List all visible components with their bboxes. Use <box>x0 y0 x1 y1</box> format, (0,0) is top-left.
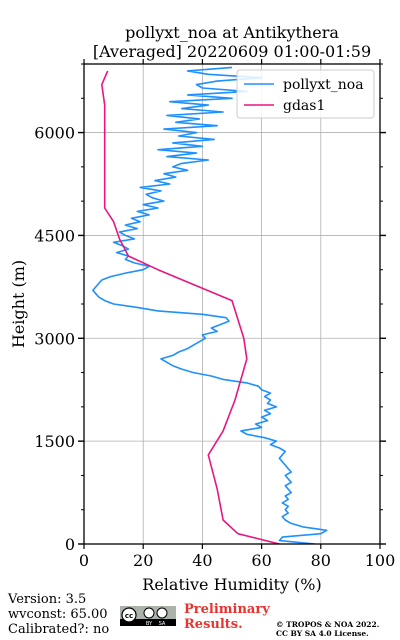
legend-label-gdas1: gdas1 <box>283 98 325 114</box>
x-tick-label: 60 <box>251 551 271 570</box>
version-text: Version: 3.5 <box>8 592 87 607</box>
x-tick-label: 40 <box>192 551 212 570</box>
y-axis-label: Height (m) <box>9 260 28 348</box>
grid-lines <box>83 64 381 545</box>
y-tick-label: 1500 <box>34 432 75 451</box>
x-tick-label: 20 <box>133 551 153 570</box>
rh-profile-chart: pollyxt_noa at Antikythera [Averaged] 20… <box>9 23 395 594</box>
series-line-gdas1 <box>101 70 280 544</box>
preliminary-line-2: Results. <box>184 617 243 632</box>
svg-text:SA: SA <box>159 621 166 626</box>
plot-frame <box>83 63 381 545</box>
x-tick-label: 100 <box>365 551 396 570</box>
chart-title-line1: pollyxt_noa at Antikythera <box>125 23 339 42</box>
y-tick-label: 3000 <box>34 329 75 348</box>
preliminary-line-1: Preliminary <box>184 602 270 617</box>
x-tick-label: 80 <box>311 551 331 570</box>
calibrated-text: Calibrated?: no <box>8 622 110 637</box>
legend: pollyxt_noa gdas1 <box>236 69 375 119</box>
y-tick-label: 4500 <box>34 226 75 245</box>
preliminary-results-note: Preliminary Results. <box>184 602 270 632</box>
chart-title-line2: [Averaged] 20220609 01:00-01:59 <box>93 42 371 61</box>
axis-ticks: 0 20 40 60 80 100 0 1500 3000 4500 6000 <box>34 59 395 570</box>
legend-box <box>236 69 375 119</box>
cc-by-sa-icon: cc BY SA <box>120 606 176 626</box>
x-axis-label: Relative Humidity (%) <box>142 575 321 594</box>
svg-text:BY: BY <box>146 621 153 626</box>
wvconst-text: wvconst: 65.00 <box>8 607 108 622</box>
copyright-line-2: CC BY SA 4.0 License. <box>276 629 369 638</box>
x-tick-label: 0 <box>79 551 89 570</box>
y-tick-label: 6000 <box>34 124 75 143</box>
svg-text:cc: cc <box>125 612 133 620</box>
legend-label-pollyxt: pollyxt_noa <box>283 77 364 93</box>
copyright-line-1: © TROPOS & NOA 2022. <box>276 620 380 629</box>
copyright-note: © TROPOS & NOA 2022. CC BY SA 4.0 Licens… <box>276 620 379 638</box>
series-layer <box>92 66 328 544</box>
y-tick-label: 0 <box>65 535 75 554</box>
series-line-pollyxt-noa <box>92 66 328 544</box>
